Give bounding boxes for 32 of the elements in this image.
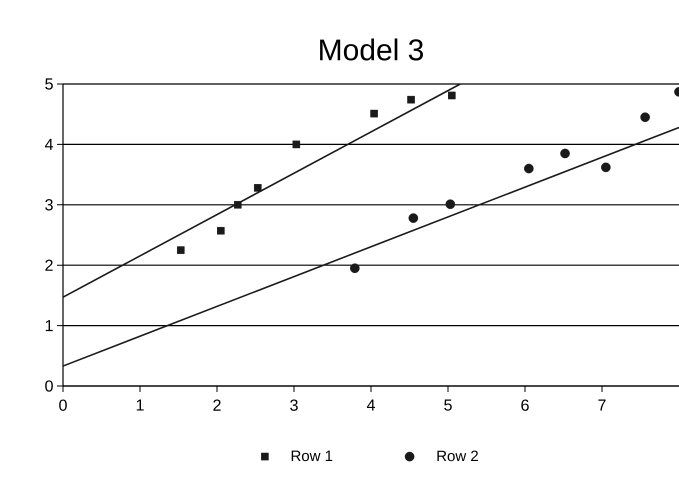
point [177,246,185,254]
point [524,164,534,174]
point [408,213,418,223]
point [601,162,611,172]
x-tick-label: 4 [366,400,375,411]
point [407,96,415,104]
y-tick-label: 5 [45,78,53,90]
point [370,110,378,118]
point [292,140,300,148]
point [640,112,650,122]
x-tick-label: 2 [213,400,221,411]
x-tick-label: 6 [521,400,529,411]
y-tick-label: 4 [44,138,54,150]
x-tick-label: 1 [136,400,144,411]
point [254,184,262,192]
x-tick-label: 7 [598,400,606,411]
point [448,92,456,100]
point [217,226,225,235]
point [350,263,360,274]
y-tick-label: 2 [45,260,53,271]
legend-label: Row 1 [292,450,332,462]
chart-title: Model 3 [320,38,423,61]
y-tick-label: 3 [45,199,53,210]
x-tick-label: 0 [59,400,67,411]
point [446,199,456,209]
point [234,201,242,209]
point [560,148,570,158]
x-tick-label: 5 [444,400,452,411]
x-tick-label: 3 [290,400,298,411]
y-tick-label: 1 [46,320,53,332]
legend-label: Row 2 [437,450,478,462]
y-tick-label: 0 [45,380,53,392]
